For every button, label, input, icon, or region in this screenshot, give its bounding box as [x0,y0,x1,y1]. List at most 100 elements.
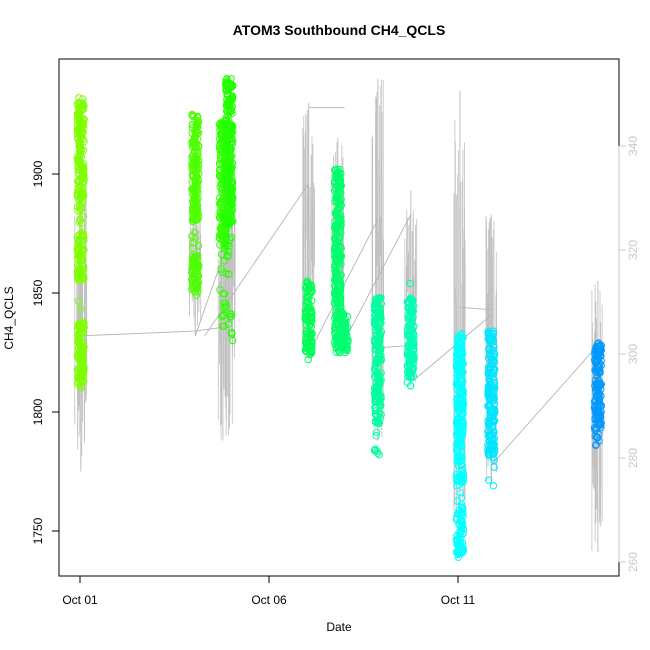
data-point [192,216,200,224]
data-point [454,510,462,518]
data-point [188,252,197,261]
data-point [76,254,84,262]
y-right-tick-label: 300 [626,344,640,364]
data-point [308,347,316,355]
data-point [188,265,196,274]
x-axis: Oct 01 Oct 06 Oct 11 [62,575,476,607]
data-point [591,350,599,358]
data-point [454,553,463,561]
data-point [219,290,227,298]
data-point [331,209,340,218]
y-tick-label: 1850 [31,279,45,306]
data-point [189,161,198,170]
data-point [75,373,83,382]
data-point [219,227,227,236]
data-point [453,395,461,404]
data-point [455,340,463,348]
data-point [595,420,603,429]
data-point [371,445,380,453]
trace-connector [491,342,601,465]
data-point [78,321,87,329]
series-flight [301,277,316,364]
data-point [191,206,200,214]
data-point [74,297,83,305]
data-point [334,303,342,311]
data-point [335,276,344,284]
data-point [189,113,198,121]
data-point [374,348,382,356]
data-point [458,410,466,418]
data-point [223,157,232,166]
x-tick-label: Oct 06 [251,593,287,607]
data-point [490,406,499,414]
data-point [595,349,604,357]
data-point [457,412,465,420]
data-point [597,402,605,410]
data-point [456,489,465,497]
data-point [75,142,83,151]
y-right-tick-label: 280 [626,448,640,468]
data-point [223,241,232,249]
data-point [73,268,82,276]
data-point [339,311,347,319]
data-point [490,463,498,471]
data-point [459,387,467,395]
data-point [457,441,465,449]
data-point [189,217,197,226]
data-point [73,203,82,211]
data-point [342,329,350,338]
y-right-tick-label: 340 [626,136,640,156]
data-point [77,219,86,228]
data-point [405,332,413,341]
data-point [375,318,383,326]
data-point [375,338,384,346]
data-point [344,336,352,344]
data-point [484,354,493,362]
data-point [330,178,339,186]
data-point [303,283,311,292]
data-point [403,298,411,306]
data-point [371,407,380,415]
data-point [220,299,228,307]
data-point [484,448,493,457]
data-point [226,157,234,165]
data-point [217,208,225,216]
data-point [485,476,493,484]
data-point [334,281,343,289]
data-point [222,134,230,143]
data-point [75,337,84,346]
data-point [222,302,231,310]
data-point [372,397,380,405]
data-point [371,320,379,328]
data-point [371,373,379,382]
trace-connector [344,214,412,341]
data-point [193,112,202,121]
data-point [227,165,236,173]
data-point [76,119,84,128]
data-point [336,183,344,192]
data-point [307,307,315,315]
data-point [302,335,311,344]
data-point [223,178,231,186]
data-point [226,209,235,217]
data-point [372,387,380,395]
data-point [590,404,599,412]
data-point [406,382,415,390]
y-tick-label: 1900 [31,160,45,187]
data-point [592,359,600,367]
data-point [229,336,237,345]
data-point [591,387,600,395]
data-point [337,195,345,203]
data-point [592,364,601,373]
data-point [76,258,85,266]
data-point [303,343,311,351]
data-point [595,431,603,439]
data-point [73,325,82,333]
y-axis-right: 260 280 300 320 340 [618,136,640,572]
data-point [225,242,233,251]
trace-connector [459,306,492,311]
data-point [597,385,605,393]
data-point [373,356,381,365]
y-tick-label: 1750 [31,517,45,544]
data-point [484,427,493,435]
